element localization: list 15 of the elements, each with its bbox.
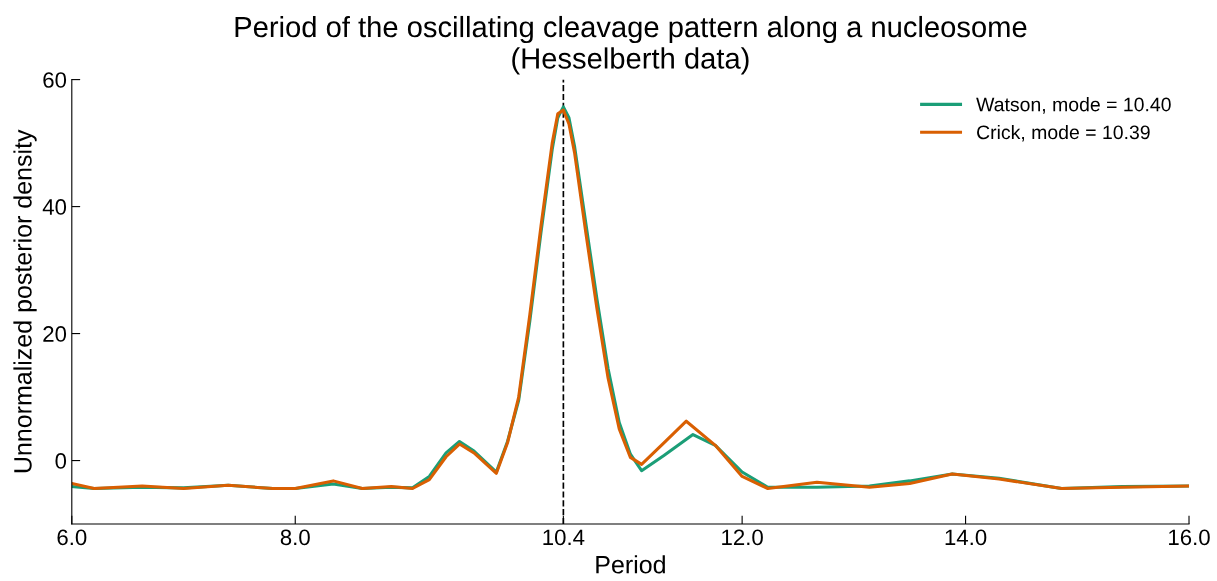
y-tick-label: 0 [55, 453, 67, 469]
y-tick-label: 20 [43, 326, 67, 342]
x-tick-label: 10.4 [543, 529, 585, 546]
x-tick-label: 8.0 [280, 529, 310, 546]
x-tick-label: 12.0 [722, 529, 763, 546]
chart-title: Period of the oscillating cleavage pattern along a nucleosome (Hesselberth data) [235, 15, 1027, 75]
y-tick-label: 60 [43, 72, 67, 88]
x-tick-label: 14.0 [945, 529, 987, 546]
y-tick-label: 40 [42, 199, 67, 215]
x-tick-label: 16.0 [1169, 529, 1210, 546]
x-axis-title: Period [596, 555, 665, 574]
legend-label: Watson, mode = 10.40 [976, 97, 1171, 114]
x-tick-label: 6.0 [57, 529, 87, 546]
legend-label: Crick, mode = 10.39 [977, 124, 1150, 142]
y-axis-title: Unnormalized posterior density [13, 129, 37, 473]
